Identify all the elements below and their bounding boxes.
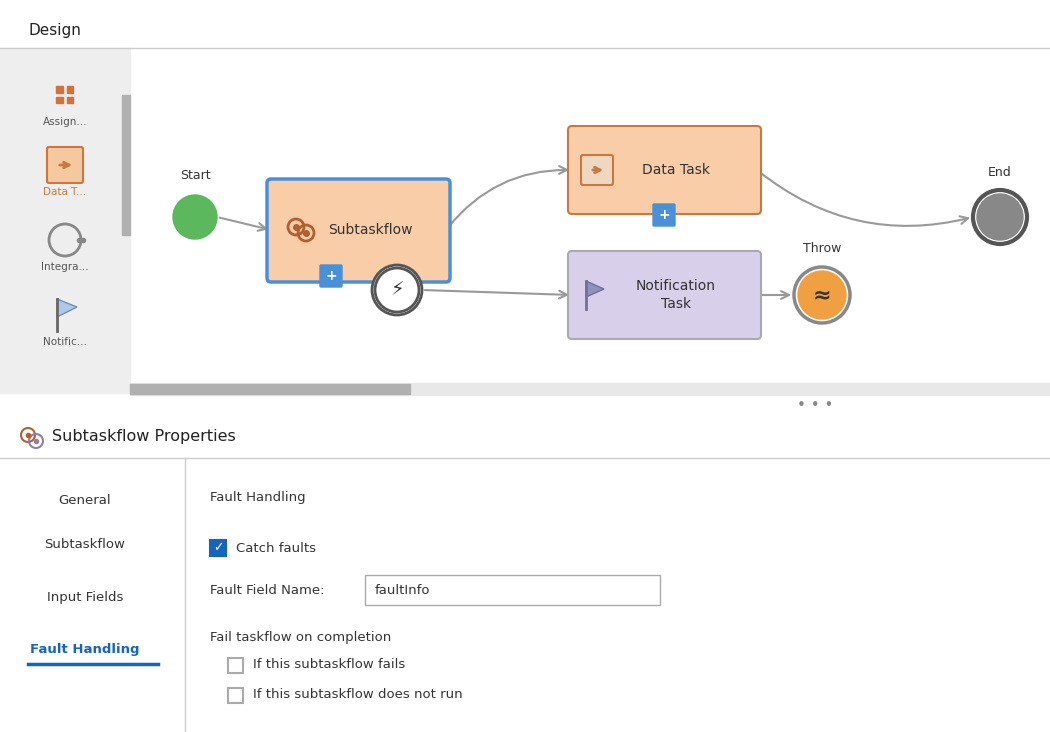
Bar xyxy=(122,95,130,235)
Text: Fail taskflow on completion: Fail taskflow on completion xyxy=(210,632,392,644)
FancyBboxPatch shape xyxy=(653,204,675,226)
Text: End: End xyxy=(988,166,1012,179)
Polygon shape xyxy=(586,281,604,297)
Circle shape xyxy=(372,265,422,315)
Text: Start: Start xyxy=(180,169,210,182)
FancyBboxPatch shape xyxy=(568,251,761,339)
Bar xyxy=(228,688,243,703)
FancyBboxPatch shape xyxy=(581,155,613,185)
Bar xyxy=(66,97,74,103)
Text: Subtaskflow: Subtaskflow xyxy=(44,539,125,551)
Text: Catch faults: Catch faults xyxy=(236,542,316,555)
FancyBboxPatch shape xyxy=(320,265,342,287)
Text: Data Task: Data Task xyxy=(642,163,710,177)
Circle shape xyxy=(173,195,217,239)
Bar xyxy=(130,383,1050,395)
Text: ✓: ✓ xyxy=(213,542,224,555)
Polygon shape xyxy=(57,299,77,317)
Text: Integra...: Integra... xyxy=(41,262,89,272)
Text: Fault Field Name:: Fault Field Name: xyxy=(210,583,324,597)
Text: Data T...: Data T... xyxy=(43,187,86,197)
Bar xyxy=(0,48,130,393)
Bar xyxy=(130,384,410,394)
Text: Subtaskflow Properties: Subtaskflow Properties xyxy=(52,430,236,444)
Bar xyxy=(57,86,63,93)
Bar xyxy=(57,97,63,103)
FancyBboxPatch shape xyxy=(210,540,226,556)
Text: Fault Handling: Fault Handling xyxy=(210,490,306,504)
Text: Throw: Throw xyxy=(803,242,841,255)
Bar xyxy=(228,658,243,673)
FancyBboxPatch shape xyxy=(267,179,450,282)
Text: faultInfo: faultInfo xyxy=(375,583,430,597)
Bar xyxy=(365,575,660,605)
Text: ≈: ≈ xyxy=(813,285,832,305)
FancyBboxPatch shape xyxy=(47,147,83,183)
Text: +: + xyxy=(326,269,337,283)
Text: Subtaskflow: Subtaskflow xyxy=(328,223,413,237)
Text: Input Fields: Input Fields xyxy=(47,591,123,603)
Text: • • •: • • • xyxy=(797,397,834,413)
FancyBboxPatch shape xyxy=(568,126,761,214)
Text: Fault Handling: Fault Handling xyxy=(30,643,140,657)
Bar xyxy=(66,86,74,93)
Text: ⚡: ⚡ xyxy=(391,280,404,299)
Bar xyxy=(0,415,1050,732)
Text: If this subtaskflow does not run: If this subtaskflow does not run xyxy=(253,689,463,701)
Circle shape xyxy=(976,194,1023,240)
Text: Design: Design xyxy=(28,23,81,37)
Text: Notific...: Notific... xyxy=(43,337,87,347)
Text: If this subtaskflow fails: If this subtaskflow fails xyxy=(253,659,405,671)
Text: Assign...: Assign... xyxy=(43,117,87,127)
Circle shape xyxy=(798,271,846,319)
Text: Notification
Task: Notification Task xyxy=(636,279,716,311)
Text: General: General xyxy=(59,493,111,507)
Text: +: + xyxy=(658,208,670,222)
